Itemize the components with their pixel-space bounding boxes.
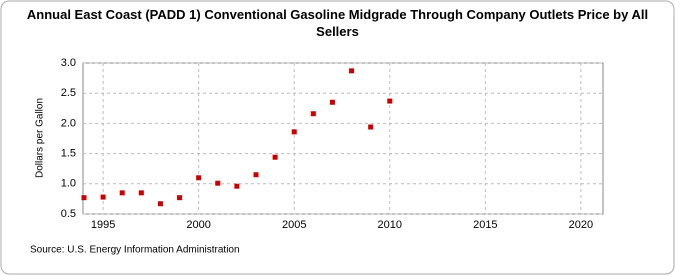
point xyxy=(310,111,316,117)
point xyxy=(387,98,393,104)
point xyxy=(100,194,106,200)
x-tick-label: 1995 xyxy=(91,219,115,231)
point xyxy=(253,172,259,178)
x-tick-label: 2010 xyxy=(378,219,402,231)
point xyxy=(196,175,202,181)
chart-title: Annual East Coast (PADD 1) Conventional … xyxy=(26,7,649,39)
y-tick-label: 2.0 xyxy=(61,117,76,129)
source: Source: U.S. Energy Information Administ… xyxy=(30,245,240,256)
y-tick-label: 1.0 xyxy=(61,178,76,190)
point xyxy=(329,99,335,105)
point xyxy=(177,195,183,201)
point xyxy=(272,154,278,160)
point xyxy=(349,68,355,74)
point xyxy=(368,124,374,130)
point xyxy=(138,190,144,196)
y-tick-label: 0.5 xyxy=(61,208,76,220)
y-tick-label: 2.5 xyxy=(61,87,76,99)
y-tick-label: 3.0 xyxy=(61,57,76,69)
point xyxy=(119,190,125,196)
x-tick-label: 2015 xyxy=(473,219,497,231)
y-tick-label: 1.5 xyxy=(61,148,76,160)
y-axis-label: Dollars per Gallon xyxy=(35,98,46,178)
point xyxy=(291,129,297,135)
point xyxy=(234,183,240,189)
point xyxy=(81,195,87,201)
x-tick-label: 2005 xyxy=(282,219,306,231)
point xyxy=(157,201,163,207)
x-tick-label: 2000 xyxy=(186,219,210,231)
plot-area xyxy=(82,62,604,215)
x-tick-label: 2020 xyxy=(569,219,593,231)
point xyxy=(215,180,221,186)
